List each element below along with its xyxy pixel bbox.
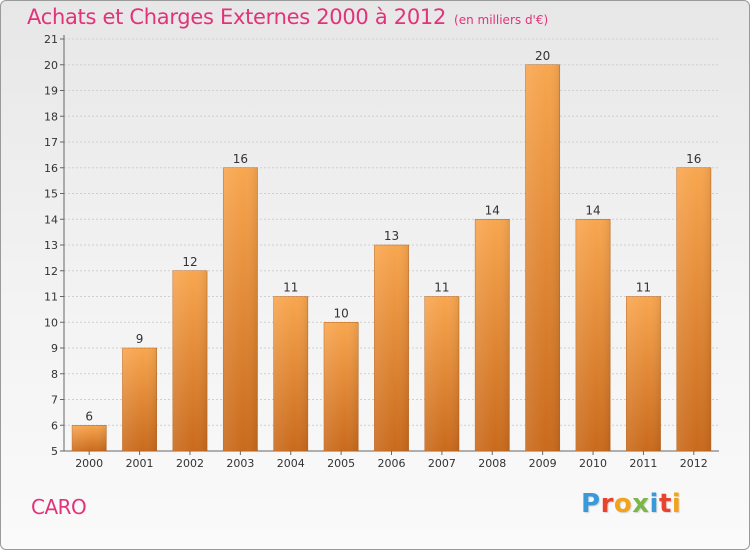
proxiti-logo[interactable]: Proxiti xyxy=(581,489,681,519)
data-label: 11 xyxy=(283,281,298,295)
bar-shine xyxy=(323,322,359,451)
y-tick-label: 12 xyxy=(44,265,58,278)
logo-letter: i xyxy=(671,489,682,519)
x-tick-label: 2004 xyxy=(277,457,305,470)
y-tick-label: 5 xyxy=(51,445,58,458)
y-tick-label: 20 xyxy=(44,59,58,72)
logo-letter: o xyxy=(613,489,633,519)
chart-title-text: Achats et Charges Externes 2000 à 2012 xyxy=(27,5,447,29)
bar-shine xyxy=(475,219,510,451)
bars xyxy=(71,64,712,452)
x-tick-label: 2012 xyxy=(680,457,708,470)
bar-shine xyxy=(172,270,208,451)
bar-shine xyxy=(122,348,157,451)
logo-letter: i xyxy=(649,489,659,519)
bar-shine xyxy=(72,425,107,451)
bar-shine xyxy=(374,245,409,451)
y-tick-label: 15 xyxy=(44,188,58,201)
logo-letter: P xyxy=(581,489,601,519)
y-tick-label: 14 xyxy=(44,213,58,226)
y-tick-label: 9 xyxy=(51,342,58,355)
y-tick-label: 16 xyxy=(44,162,58,175)
labels: 5 6 7 8 9 10 11 12 13 14 15 16 17 18 19 20 21 2000 6 2001 9 2… xyxy=(44,33,708,470)
x-tick-label: 2003 xyxy=(226,457,254,470)
bar-shine xyxy=(424,296,460,451)
logo-letter: t xyxy=(658,489,672,519)
x-tick-label: 2006 xyxy=(378,457,406,470)
chart-title: Achats et Charges Externes 2000 à 2012 (e… xyxy=(27,5,548,29)
bar-shine xyxy=(676,167,711,451)
data-label: 16 xyxy=(233,152,248,166)
data-label: 20 xyxy=(535,49,550,63)
data-label: 6 xyxy=(85,409,93,423)
y-tick-label: 11 xyxy=(44,291,58,304)
y-tick-label: 21 xyxy=(44,33,58,46)
bar-shine xyxy=(525,64,560,451)
y-tick-label: 10 xyxy=(44,316,58,329)
x-tick-label: 2009 xyxy=(529,457,557,470)
y-tick-label: 7 xyxy=(51,394,58,407)
x-tick-label: 2002 xyxy=(176,457,204,470)
city-name: CARO xyxy=(31,495,87,519)
y-tick-label: 18 xyxy=(44,110,58,123)
data-label: 12 xyxy=(182,255,197,269)
y-tick-label: 19 xyxy=(44,85,58,98)
x-tick-label: 2008 xyxy=(478,457,506,470)
logo-letter: r xyxy=(600,489,614,519)
data-label: 9 xyxy=(136,332,144,346)
data-label: 16 xyxy=(686,152,701,166)
data-label: 11 xyxy=(434,281,449,295)
data-label: 14 xyxy=(485,203,500,217)
data-label: 14 xyxy=(585,203,600,217)
bar-shine xyxy=(273,296,308,451)
y-tick-label: 6 xyxy=(51,419,58,432)
data-label: 13 xyxy=(384,229,399,243)
x-tick-label: 2000 xyxy=(75,457,103,470)
data-label: 11 xyxy=(636,281,651,295)
x-tick-label: 2005 xyxy=(327,457,355,470)
data-label: 10 xyxy=(333,306,348,320)
x-tick-label: 2007 xyxy=(428,457,456,470)
x-tick-label: 2010 xyxy=(579,457,607,470)
x-tick-label: 2011 xyxy=(629,457,657,470)
bar-shine xyxy=(223,167,258,451)
chart-unit-note: (en milliers d'€) xyxy=(454,13,549,27)
y-tick-label: 13 xyxy=(44,239,58,252)
logo-letter: x xyxy=(632,489,650,519)
bar-shine xyxy=(626,296,661,451)
x-tick-label: 2001 xyxy=(126,457,154,470)
y-tick-label: 17 xyxy=(44,136,58,149)
y-tick-label: 8 xyxy=(51,368,58,381)
bar-shine xyxy=(575,219,611,451)
